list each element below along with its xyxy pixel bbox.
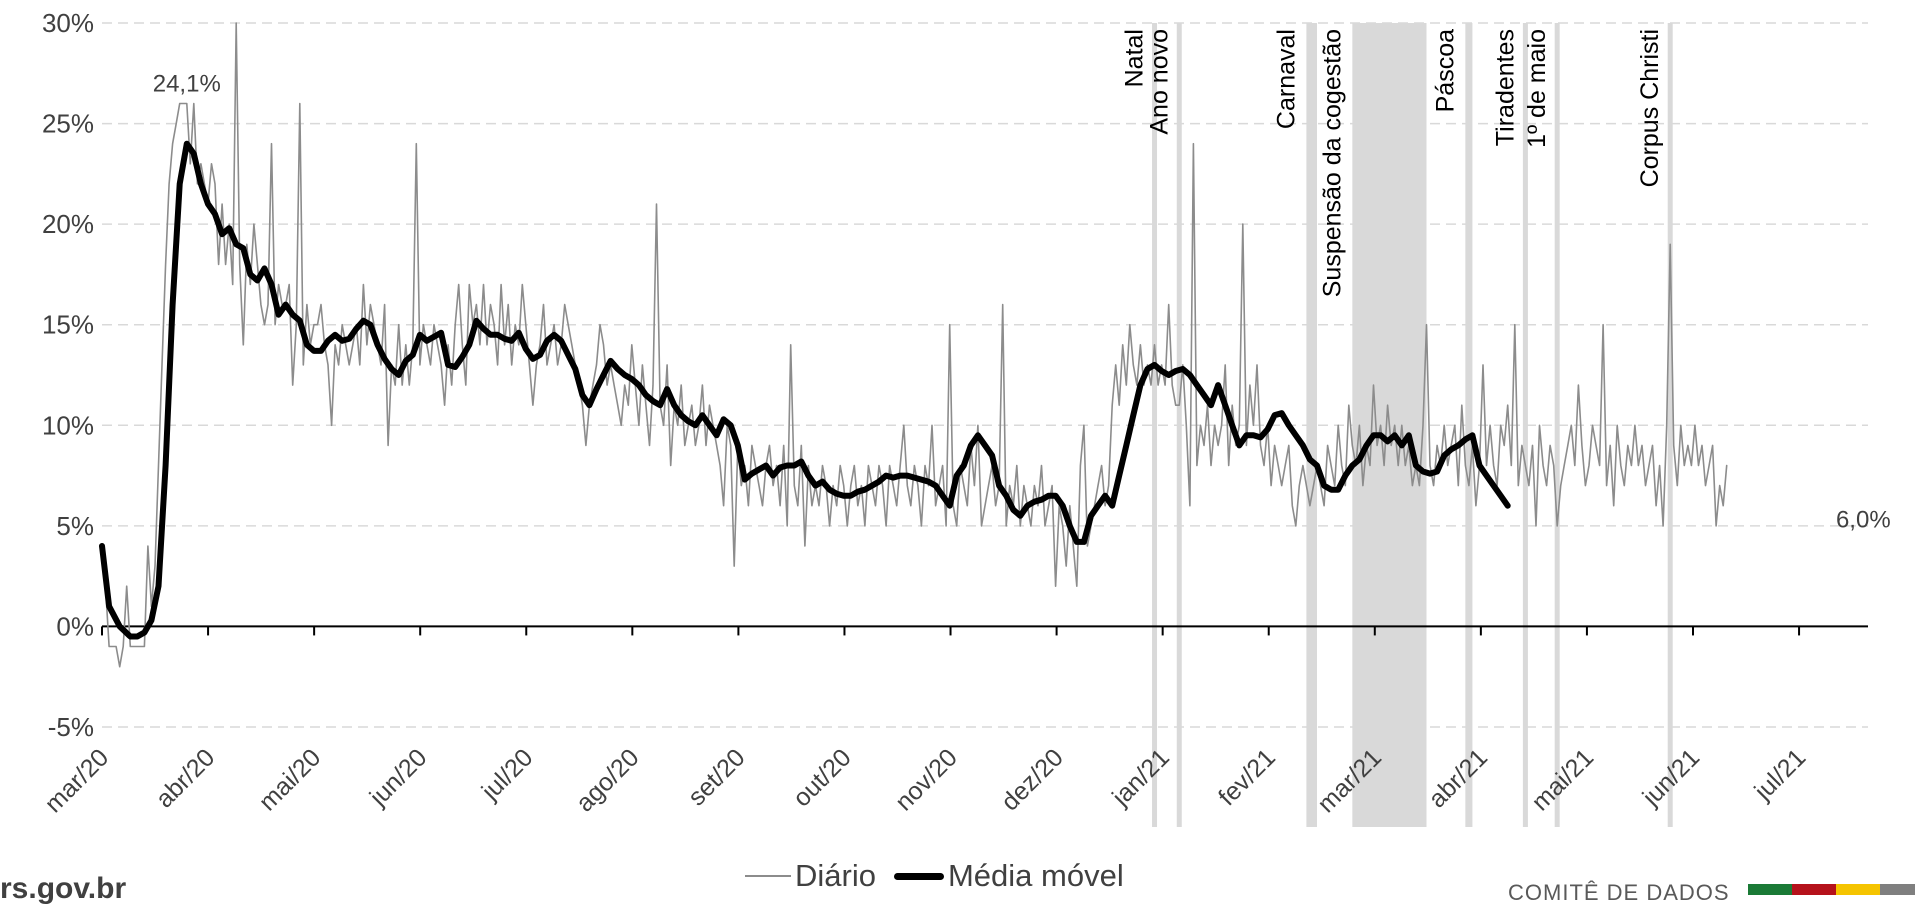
x-tick-label: jul/20 bbox=[476, 743, 539, 806]
flag-stripe-4 bbox=[1880, 884, 1915, 895]
data-label: 6,0% bbox=[1836, 507, 1891, 534]
event-label: Suspensão da cogestão bbox=[1318, 29, 1346, 297]
x-tick-label: dez/20 bbox=[996, 743, 1069, 816]
y-tick-label: 25% bbox=[42, 109, 94, 139]
event-label: Ano novo bbox=[1145, 29, 1173, 135]
legend: Diário Média móvel bbox=[745, 858, 1142, 894]
series-line-diario bbox=[101, 22, 1728, 668]
y-tick-label: 0% bbox=[56, 611, 94, 641]
x-tick-label: mar/20 bbox=[39, 743, 114, 818]
x-tick-label: abr/20 bbox=[150, 743, 220, 813]
event-band-5 bbox=[1522, 23, 1528, 827]
event-band-1 bbox=[1176, 23, 1182, 827]
gridlines bbox=[102, 22, 1868, 728]
y-axis: -5% 0% 5% 10% 15% 20% 25% 30% bbox=[42, 8, 94, 742]
y-tick-label: 20% bbox=[42, 209, 94, 239]
x-tick-label: mai/20 bbox=[254, 743, 327, 816]
y-tick-label: 5% bbox=[56, 511, 94, 541]
event-label: Natal bbox=[1121, 29, 1149, 87]
event-band-6 bbox=[1554, 23, 1560, 827]
legend-label-diario: Diário bbox=[795, 858, 876, 893]
legend-item-media-movel: Média móvel bbox=[893, 858, 1124, 894]
event-label: Corpus Christi bbox=[1636, 29, 1664, 187]
y-tick-label: 30% bbox=[42, 8, 94, 38]
x-tick-label: set/20 bbox=[683, 743, 751, 811]
x-tick-label: abr/21 bbox=[1423, 743, 1493, 813]
x-tick-label: fev/21 bbox=[1213, 743, 1281, 811]
flag-stripe-1 bbox=[1748, 884, 1792, 895]
event-label: Tiradentes bbox=[1491, 29, 1519, 146]
x-axis: mar/20 abr/20 mai/20 jun/20 jul/20 ago/20 set/… bbox=[39, 625, 1868, 818]
x-tick-label: jan/21 bbox=[1106, 743, 1175, 812]
source-logo-text: rs.gov.br bbox=[0, 872, 127, 905]
data-labels: 24,1% 6,0% bbox=[153, 71, 1891, 534]
event-label: Carnaval bbox=[1272, 29, 1300, 129]
legend-swatch-diario bbox=[745, 875, 791, 877]
data-label: 24,1% bbox=[153, 71, 221, 98]
flag-stripe-2 bbox=[1792, 884, 1836, 895]
y-tick-label: 10% bbox=[42, 410, 94, 440]
x-tick-label: ago/20 bbox=[571, 743, 645, 817]
event-label: Páscoa bbox=[1431, 29, 1459, 112]
event-label: 1º de maio bbox=[1523, 29, 1551, 148]
event-band-2 bbox=[1306, 23, 1318, 827]
series-line-media-movel bbox=[99, 140, 1511, 640]
x-tick-label: mai/21 bbox=[1526, 743, 1599, 816]
y-tick-label: 15% bbox=[42, 310, 94, 340]
x-tick-label: out/20 bbox=[788, 743, 857, 812]
flag-stripe-3 bbox=[1836, 884, 1880, 895]
brand-text: COMITÊ DE DADOS bbox=[1508, 880, 1730, 905]
legend-item-diario: Diário bbox=[745, 858, 876, 894]
x-tick-label: nov/20 bbox=[890, 743, 963, 816]
x-tick-label: jun/20 bbox=[364, 743, 433, 812]
event-band-0 bbox=[1152, 23, 1158, 827]
event-band-4 bbox=[1465, 23, 1473, 827]
event-band-7 bbox=[1667, 23, 1673, 827]
series-lines bbox=[99, 22, 1728, 668]
legend-swatch-media-movel bbox=[893, 872, 944, 880]
x-tick-label: jul/21 bbox=[1749, 743, 1812, 806]
legend-label-media-movel: Média móvel bbox=[947, 858, 1124, 893]
y-tick-label: -5% bbox=[48, 712, 94, 742]
